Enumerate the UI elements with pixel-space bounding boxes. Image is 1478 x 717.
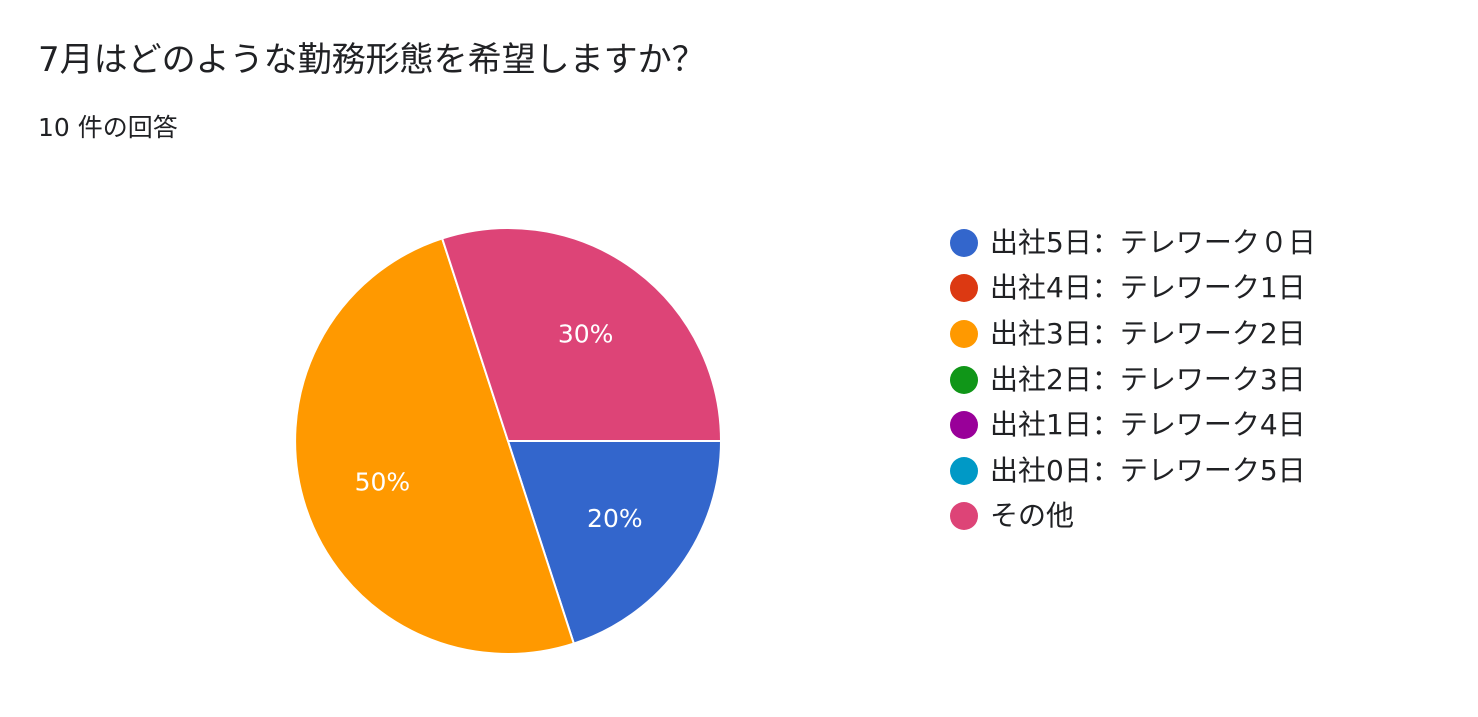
legend-swatch-6 <box>950 502 978 531</box>
legend-label-6: その他 <box>990 499 1075 533</box>
legend-label-0: 出社5日：テレワーク０日 <box>990 225 1316 259</box>
legend-swatch-0 <box>950 228 978 257</box>
pie-slice-2[interactable] <box>294 237 576 655</box>
legend-item-3[interactable]: 出社2日：テレワーク3日 <box>950 357 1316 403</box>
legend-item-0[interactable]: 出社5日：テレワーク０日 <box>950 220 1316 266</box>
legend-label-4: 出社1日：テレワーク4日 <box>990 408 1306 442</box>
legend-item-1[interactable]: 出社4日：テレワーク1日 <box>950 266 1316 312</box>
legend-item-5[interactable]: 出社0日：テレワーク5日 <box>950 448 1316 494</box>
legend-label-2: 出社3日：テレワーク2日 <box>990 316 1306 350</box>
pie-slice-label-6: 30% <box>558 320 614 349</box>
chart-legend: 出社5日：テレワーク０日 出社4日：テレワーク1日 出社3日：テレワーク2日 出社2日… <box>950 220 1316 539</box>
legend-swatch-3 <box>950 365 978 394</box>
pie-slice-label-0: 20% <box>587 504 643 533</box>
legend-item-4[interactable]: 出社1日：テレワーク4日 <box>950 402 1316 448</box>
legend-swatch-5 <box>950 456 978 485</box>
pie-slice-0[interactable] <box>506 440 723 645</box>
legend-swatch-4 <box>950 411 978 440</box>
legend-swatch-2 <box>950 319 978 348</box>
legend-label-5: 出社0日：テレワーク5日 <box>990 453 1306 487</box>
legend-label-1: 出社4日：テレワーク1日 <box>990 271 1306 305</box>
legend-label-3: 出社2日：テレワーク3日 <box>990 362 1306 396</box>
legend-item-6[interactable]: その他 <box>950 494 1316 540</box>
pie-slice-label-2: 50% <box>355 467 411 496</box>
chart-title: 7月はどのような勤務形態を希望しますか？ <box>38 40 706 80</box>
response-count: 10 件の回答 <box>38 113 178 142</box>
legend-swatch-1 <box>950 274 978 303</box>
pie-slice-6[interactable] <box>440 227 723 442</box>
legend-item-2[interactable]: 出社3日：テレワーク2日 <box>950 311 1316 357</box>
